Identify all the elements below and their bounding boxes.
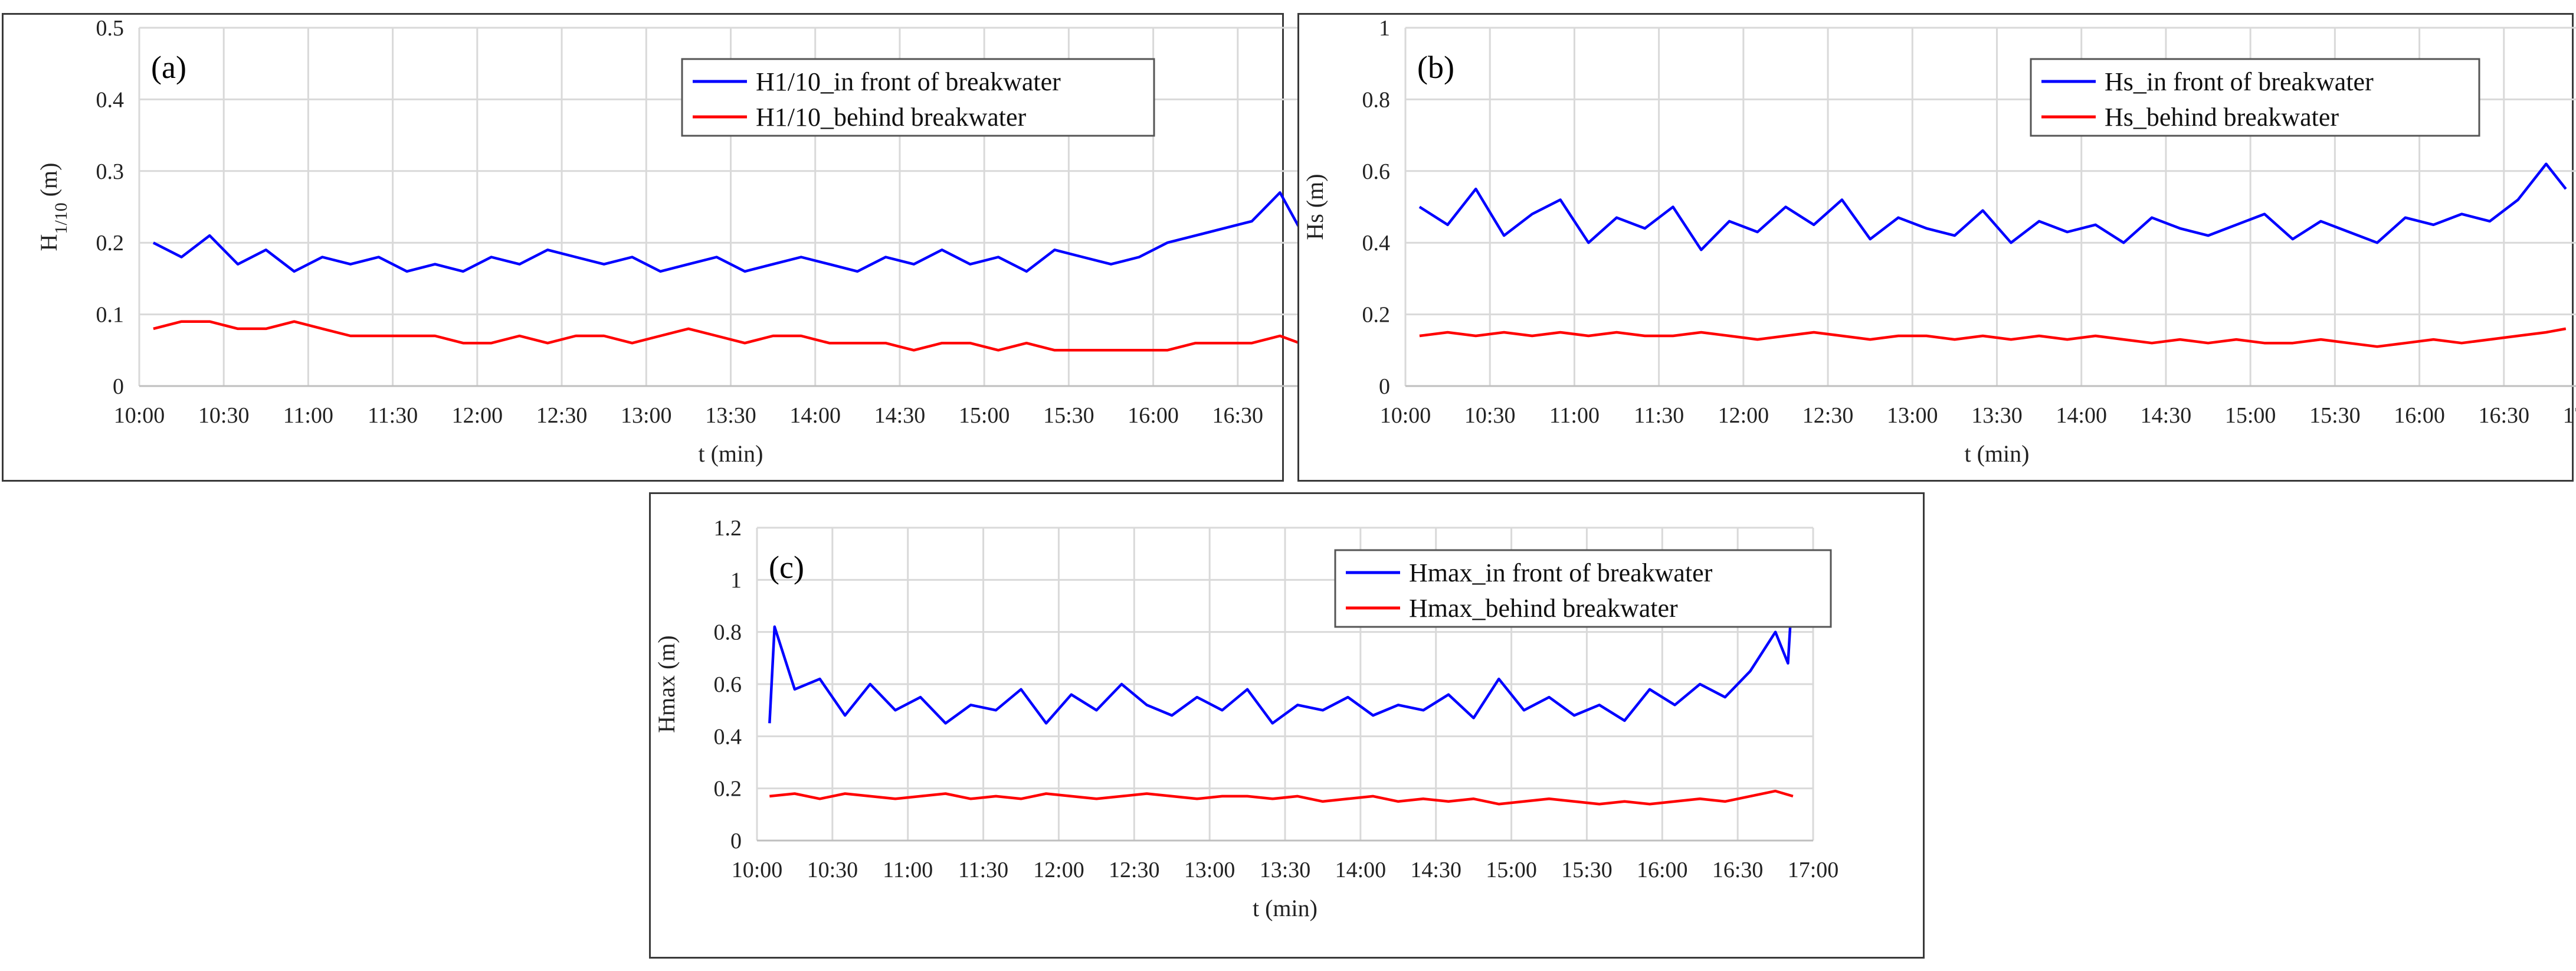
x-axis-title: t (min) [1965,440,2030,467]
y-tick-label: 0.2 [96,231,124,256]
series-line-behind [1419,327,2567,348]
x-tick-label: 10:00 [114,403,165,428]
y-axis-title: H1/10 (m) [35,163,71,251]
y-tick-label: 0.8 [1362,87,1391,112]
x-tick-label: 14:30 [2141,403,2192,428]
x-tick-label: 12:30 [536,403,588,428]
x-tick-label: 13:30 [1260,858,1311,882]
y-tick-label: 0 [730,829,742,854]
legend: Hs_in front of breakwater Hs_behind break… [2030,58,2480,137]
legend-box [2030,58,2480,137]
x-tick-label: 16:30 [1712,858,1764,882]
x-tick-label: 13:30 [1971,403,2023,428]
legend: Hmax_in front of breakwater Hmax_behind b… [1334,549,1832,628]
chart-a-svg: 0 0.1 0.2 0.3 0.4 0.5 10:00 10:30 11:00 11:30 12:0… [35,16,1348,467]
x-tick-label: 11:30 [368,403,418,428]
x-tick-label: 14:00 [789,403,841,428]
series-line-behind [153,320,1300,352]
x-tick-label: 16:00 [1128,403,1179,428]
x-tick-label: 17:00 [1788,858,1839,882]
x-tick-label: 11:30 [958,858,1008,882]
x-tick-label: 16:30 [1212,403,1264,428]
x-axis-title: t (min) [699,440,763,467]
y-tick-label: 0.2 [1362,303,1391,328]
panel-label: (a) [151,50,186,85]
y-tick-label: 1.2 [714,516,742,541]
chart-panel-b: 0 0.2 0.4 0.6 0.8 1 10:00 10:30 11:00 11:30 12:00 1… [1297,13,2576,482]
y-axis-title: Hs (m) [1302,174,1328,240]
panel-label: (c) [769,550,804,585]
y-tick-label: 0.2 [714,777,742,802]
y-tick-label: 0.8 [714,620,742,645]
gridlines [1404,27,2576,387]
x-tick-label: 11:00 [283,403,333,428]
x-tick-label: 13:00 [1887,403,1938,428]
legend-box [681,58,1155,137]
y-tick-label: 1 [730,568,742,593]
y-tick-label: 0.4 [714,724,742,749]
x-tick-label: 10:30 [198,403,250,428]
x-tick-label: 10:30 [807,858,858,882]
x-tick-label: 11:00 [1549,403,1600,428]
x-tick-label: 16:00 [2394,403,2445,428]
y-tick-label: 0.6 [1362,159,1391,184]
legend-label-front: Hmax_in front of breakwater [1409,558,1713,587]
x-tick-label: 14:00 [1335,858,1387,882]
series-line-front [1418,162,2567,251]
legend-box [1334,549,1832,628]
x-tick-label: 17:00 [2563,403,2576,428]
y-tick-label: 0.4 [1362,231,1391,256]
x-tick-label: 16:30 [2479,403,2530,428]
x-tick-label: 16:00 [1637,858,1688,882]
x-tick-label: 15:00 [959,403,1010,428]
x-tick-label: 14:00 [2056,403,2107,428]
x-tick-label: 12:30 [1109,858,1160,882]
legend-label-front: Hs_in front of breakwater [2105,67,2374,96]
chart-c-svg: 0 0.2 0.4 0.6 0.8 1 1.2 10:00 10:30 11:00 11:30 12:… [653,516,1839,921]
chart-panel-c: 0 0.2 0.4 0.6 0.8 1 1.2 10:00 10:30 11:00 11:30 12:… [649,492,1925,959]
y-tick-label: 0.3 [96,159,124,184]
legend: H1/10_in front of breakwater H1/10_behind… [681,58,1155,137]
x-tick-label: 15:00 [2225,403,2276,428]
x-tick-label: 11:30 [1634,403,1684,428]
x-tick-label: 12:00 [1718,403,1769,428]
y-tick-label: 0 [113,374,124,399]
x-tick-label: 10:30 [1464,403,1516,428]
legend-label-behind: H1/10_behind breakwater [756,103,1027,132]
panel-label: (b) [1417,50,1454,85]
y-tick-label: 0.1 [96,303,124,328]
y-tick-label: 0.5 [96,16,124,41]
x-tick-label: 13:00 [1184,858,1235,882]
series-line-front [768,580,1795,725]
x-tick-label: 15:30 [1561,858,1613,882]
chart-b-svg: 0 0.2 0.4 0.6 0.8 1 10:00 10:30 11:00 11:30 12:00 1… [1302,16,2576,467]
x-tick-label: 14:30 [1410,858,1461,882]
y-axis-title: Hmax (m) [653,635,680,733]
chart-panel-a: 0 0.1 0.2 0.3 0.4 0.5 10:00 10:30 11:00 11:30 12:0… [2,13,1348,482]
legend-label-behind: Hs_behind breakwater [2105,103,2339,132]
x-axis-title: t (min) [1253,895,1318,921]
x-tick-label: 13:00 [621,403,672,428]
x-tick-label: 12:30 [1802,403,1854,428]
x-tick-label: 11:00 [883,858,933,882]
x-tick-label: 15:30 [2309,403,2361,428]
legend-label-front: H1/10_in front of breakwater [756,67,1061,96]
x-tick-label: 10:00 [732,858,783,882]
y-tick-label: 0 [1379,374,1390,399]
x-tick-label: 15:30 [1043,403,1094,428]
series-line-front [152,191,1301,273]
x-tick-label: 12:00 [1033,858,1084,882]
x-tick-label: 13:30 [705,403,756,428]
legend-label-behind: Hmax_behind breakwater [1409,594,1678,623]
y-tick-label: 0.4 [96,87,124,112]
x-tick-label: 14:30 [874,403,926,428]
x-tick-label: 15:00 [1486,858,1537,882]
x-tick-label: 12:00 [452,403,503,428]
series-line-behind [769,789,1794,806]
x-tick-label: 10:00 [1380,403,1431,428]
y-tick-label: 0.6 [714,672,742,697]
y-tick-label: 1 [1379,16,1390,41]
